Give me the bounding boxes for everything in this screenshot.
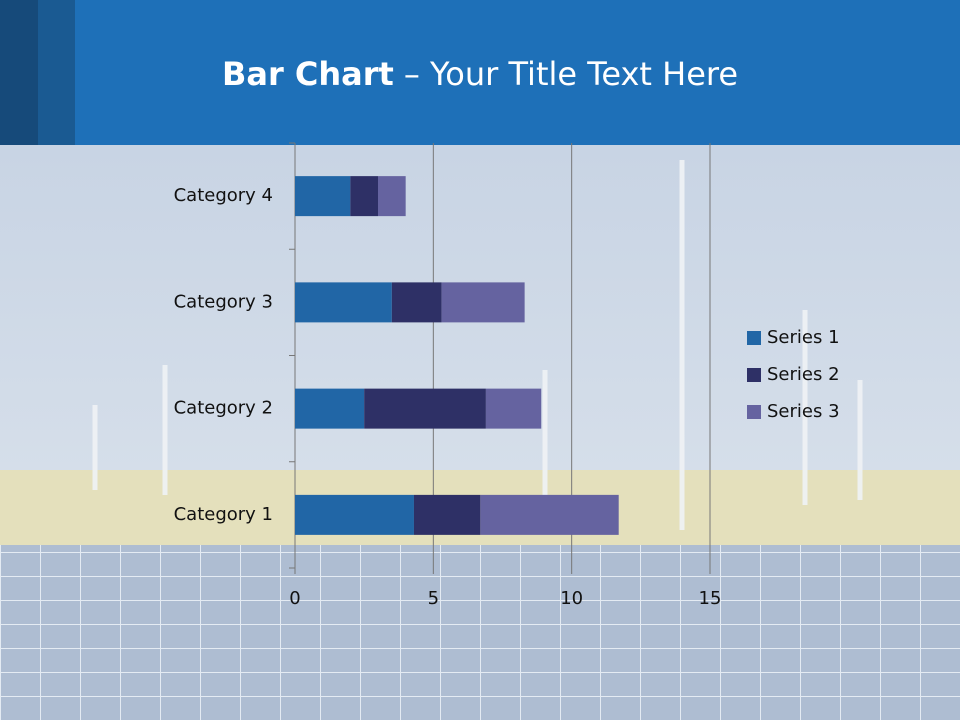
title-rest: – Your Title Text Here [404, 55, 738, 93]
legend-label: Series 1 [767, 327, 840, 348]
bar [485, 388, 542, 429]
legend-swatch [747, 405, 761, 419]
bar [441, 282, 525, 323]
legend-swatch [747, 368, 761, 382]
bar [480, 494, 619, 535]
legend-swatch [747, 331, 761, 345]
title-bold: Bar Chart [222, 55, 394, 93]
bar [295, 494, 414, 535]
slide-title: Bar Chart – Your Title Text Here [222, 55, 738, 93]
chart: 0 5 10 15 Category 1 Category 2 Category 3 Cate… [174, 142, 840, 609]
x-tick-label: 10 [560, 588, 583, 609]
bar [413, 494, 481, 535]
y-tick-label: Category 1 [174, 504, 273, 525]
bar [350, 176, 378, 217]
bar [295, 388, 365, 429]
y-tick-label: Category 3 [174, 291, 273, 312]
x-tick-label: 15 [699, 588, 722, 609]
x-tick-label: 0 [289, 588, 300, 609]
x-tick-label: 5 [428, 588, 439, 609]
legend-label: Series 2 [767, 364, 840, 385]
y-tick-label: Category 2 [174, 398, 273, 419]
legend-label: Series 3 [767, 401, 840, 422]
y-tick-label: Category 4 [174, 185, 273, 206]
bar [364, 388, 486, 429]
bar [391, 282, 442, 323]
bar [295, 176, 351, 217]
bar [295, 282, 392, 323]
bar [378, 176, 406, 217]
